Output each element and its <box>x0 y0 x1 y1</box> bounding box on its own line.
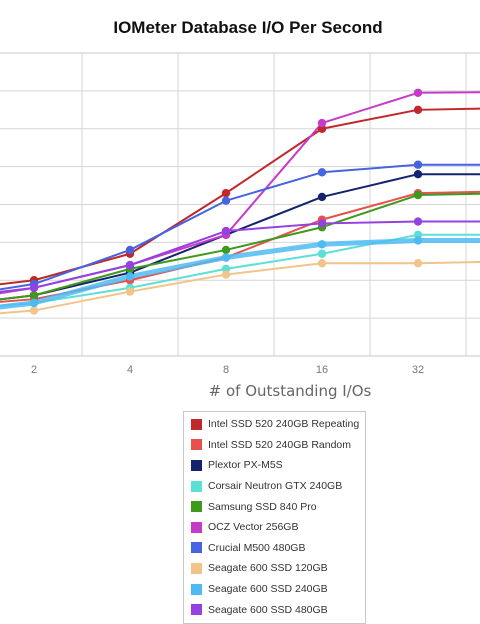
data-point <box>125 245 135 255</box>
data-point <box>317 259 327 268</box>
data-point <box>125 287 135 296</box>
data-point <box>317 219 327 228</box>
data-point <box>29 291 39 300</box>
data-point <box>413 190 423 200</box>
legend-label: Plextor PX-M5S <box>208 459 283 472</box>
legend-item: Seagate 600 SSD 480GB <box>184 599 365 620</box>
legend-swatch <box>191 480 202 492</box>
data-point <box>221 188 231 198</box>
legend-swatch <box>191 583 202 595</box>
legend-swatch <box>191 418 202 430</box>
data-point <box>125 272 135 281</box>
legend-item: Seagate 600 SSD 120GB <box>184 558 365 579</box>
legend-label: Seagate 600 SSD 240GB <box>208 583 328 596</box>
legend-swatch <box>191 604 202 616</box>
chart-legend: Intel SSD 520 240GB Repeating Intel SSD 5… <box>183 411 366 624</box>
legend-swatch <box>191 459 202 471</box>
legend-label: Samsung SSD 840 Pro <box>208 500 317 513</box>
legend-item: Intel SSD 520 240GB Repeating <box>184 414 365 435</box>
legend-label: OCZ Vector 256GB <box>208 521 299 534</box>
legend-item: Plextor PX-M5S <box>184 455 365 476</box>
series-lines <box>0 91 480 315</box>
data-point <box>413 105 423 115</box>
data-point <box>413 88 423 97</box>
legend-label: Crucial M500 480GB <box>208 541 306 554</box>
data-point <box>413 217 423 226</box>
x-tick-label: 8 <box>223 364 229 376</box>
legend-item: Seagate 600 SSD 240GB <box>184 579 365 600</box>
data-point <box>29 298 39 308</box>
data-point <box>125 260 135 270</box>
series-line <box>0 220 480 293</box>
x-tick-label: 4 <box>127 364 133 376</box>
legend-item: Intel SSD 520 240GB Random <box>184 435 365 456</box>
data-point <box>317 168 327 177</box>
data-point <box>317 249 327 258</box>
legend-swatch <box>191 521 202 533</box>
x-tick-label: 2 <box>31 364 37 376</box>
data-point <box>29 283 39 293</box>
legend-swatch <box>191 439 202 451</box>
data-point <box>413 259 423 268</box>
legend-swatch <box>191 562 202 574</box>
data-point <box>221 253 231 262</box>
series-points <box>29 88 423 315</box>
data-point <box>413 170 423 179</box>
legend-item: Corsair Neutron GTX 240GB <box>184 476 365 497</box>
data-point <box>29 306 39 315</box>
data-point <box>413 236 423 245</box>
data-point <box>317 118 327 128</box>
legend-swatch <box>191 542 202 554</box>
series-line <box>0 192 480 301</box>
legend-item: Crucial M500 480GB <box>184 538 365 559</box>
x-tick-label: 16 <box>316 364 328 376</box>
data-point <box>221 270 231 279</box>
x-axis-label: # of Outstanding I/Os <box>208 382 372 400</box>
data-point <box>317 240 327 249</box>
legend-swatch <box>191 501 202 513</box>
chart-title: IOMeter Database I/O Per Second <box>113 18 383 37</box>
legend-label: Corsair Neutron GTX 240GB <box>208 480 343 493</box>
data-point <box>221 196 231 205</box>
legend-label: Intel SSD 520 240GB Random <box>208 438 352 451</box>
data-point <box>221 245 231 255</box>
legend-item: OCZ Vector 256GB <box>184 517 365 538</box>
legend-label: Seagate 600 SSD 120GB <box>208 562 328 575</box>
legend-label: Intel SSD 520 240GB Repeating <box>208 418 360 431</box>
x-axis-ticks: 2 4 8 16 32 <box>31 364 424 376</box>
x-tick-label: 32 <box>412 364 424 376</box>
legend-item: Samsung SSD 840 Pro <box>184 496 365 517</box>
chart-grid <box>0 52 480 357</box>
data-point <box>221 226 231 236</box>
data-point <box>317 192 327 202</box>
series-line <box>0 190 480 303</box>
legend-label: Seagate 600 SSD 480GB <box>208 603 328 616</box>
data-point <box>413 160 423 169</box>
